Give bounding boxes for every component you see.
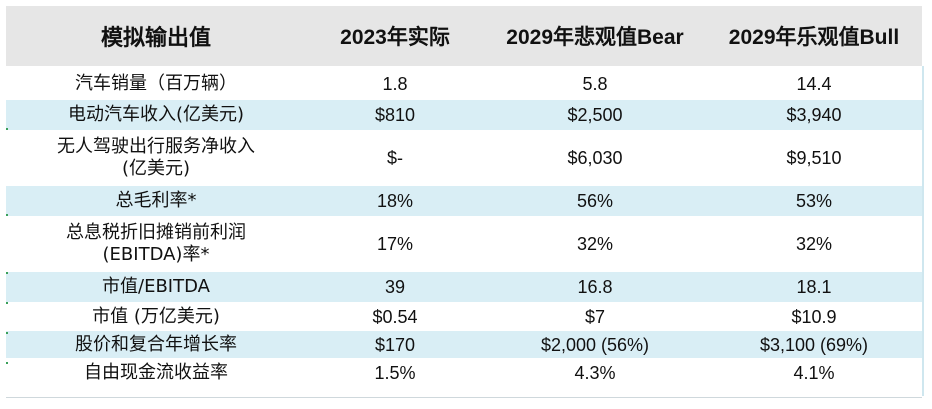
valuation-table: 模拟输出值 2023年实际 2029年悲观值Bear 2029年乐观值Bull … bbox=[6, 6, 922, 387]
cell-marker-icon bbox=[6, 128, 8, 130]
cell-bull: 53% bbox=[706, 185, 922, 217]
cell-2023: $- bbox=[306, 130, 484, 186]
row-label-ebitda-line1: 总息税折旧摊销前利润 bbox=[66, 222, 246, 243]
cell-bear: 56% bbox=[484, 185, 706, 217]
row-label-market-cap: 市值 (万亿美元) bbox=[6, 302, 306, 331]
table-right-edge bbox=[922, 66, 924, 396]
cell-bull: 4.1% bbox=[706, 358, 922, 387]
header-2029-bear: 2029年悲观值Bear bbox=[484, 6, 706, 69]
row-label-robotaxi-line1: 无人驾驶出行服务净收入 bbox=[57, 136, 255, 157]
cell-bull: $10.9 bbox=[706, 302, 922, 331]
table-row: 总息税折旧摊销前利润 (EBITDA)率* 17% 32% 32% bbox=[6, 216, 922, 272]
cell-bull: $3,940 bbox=[706, 99, 922, 131]
valuation-table-container: 模拟输出值 2023年实际 2029年悲观值Bear 2029年乐观值Bull … bbox=[6, 6, 922, 387]
row-label-ev-ebitda: 市值/EBITDA bbox=[6, 271, 306, 303]
cell-bear: 5.8 bbox=[484, 67, 706, 100]
table-row: 电动汽车收入(亿美元) $810 $2,500 $3,940 bbox=[6, 99, 922, 131]
cell-2023: 18% bbox=[306, 185, 484, 217]
cell-marker-icon bbox=[6, 302, 8, 304]
row-label-fcf-yield: 自由现金流收益率 bbox=[6, 358, 306, 387]
table-row: 汽车销量（百万辆） 1.8 5.8 14.4 bbox=[6, 67, 922, 100]
cell-marker-icon bbox=[6, 272, 8, 274]
row-label-share-price-cagr: 股价和复合年增长率 bbox=[6, 330, 306, 359]
row-label-robotaxi-line2: (亿美元) bbox=[121, 158, 191, 179]
row-label-robotaxi-revenue: 无人驾驶出行服务净收入 (亿美元) bbox=[6, 130, 306, 186]
row-label-ebitda-margin: 总息税折旧摊销前利润 (EBITDA)率* bbox=[6, 216, 306, 272]
cell-bull: 18.1 bbox=[706, 271, 922, 303]
row-label-vehicle-sales: 汽车销量（百万辆） bbox=[6, 67, 306, 100]
cell-marker-icon bbox=[6, 332, 8, 334]
table-row: 股价和复合年增长率 $170 $2,000 (56%) $3,100 (69%) bbox=[6, 330, 922, 359]
cell-2023: 1.8 bbox=[306, 67, 484, 100]
table-row: 总毛利率* 18% 56% 53% bbox=[6, 185, 922, 217]
cell-marker-icon bbox=[6, 362, 8, 364]
row-label-ev-revenue: 电动汽车收入(亿美元) bbox=[6, 99, 306, 131]
cell-marker-icon bbox=[6, 214, 8, 216]
table-row: 无人驾驶出行服务净收入 (亿美元) $- $6,030 $9,510 bbox=[6, 130, 922, 186]
cell-2023: $170 bbox=[306, 330, 484, 359]
header-2029-bull: 2029年乐观值Bull bbox=[706, 6, 922, 69]
table-bottom-rule bbox=[6, 397, 922, 398]
cell-bear: 16.8 bbox=[484, 271, 706, 303]
cell-bear: 4.3% bbox=[484, 358, 706, 387]
row-label-ebitda-line2: (EBITDA)率* bbox=[102, 244, 210, 265]
cell-bear: $7 bbox=[484, 302, 706, 331]
cell-bear: $2,000 (56%) bbox=[484, 330, 706, 359]
cell-bull: 32% bbox=[706, 216, 922, 272]
header-2023-actual: 2023年实际 bbox=[306, 6, 484, 69]
table-row: 自由现金流收益率 1.5% 4.3% 4.1% bbox=[6, 358, 922, 387]
header-model-output: 模拟输出值 bbox=[6, 6, 306, 69]
cell-2023: 1.5% bbox=[306, 358, 484, 387]
table-row: 市值/EBITDA 39 16.8 18.1 bbox=[6, 271, 922, 303]
cell-bear: 32% bbox=[484, 216, 706, 272]
cell-bull: 14.4 bbox=[706, 67, 922, 100]
cell-bull: $3,100 (69%) bbox=[706, 330, 922, 359]
cell-2023: 39 bbox=[306, 271, 484, 303]
cell-bull: $9,510 bbox=[706, 130, 922, 186]
table-row: 市值 (万亿美元) $0.54 $7 $10.9 bbox=[6, 302, 922, 331]
table-header-row: 模拟输出值 2023年实际 2029年悲观值Bear 2029年乐观值Bull bbox=[6, 6, 922, 69]
cell-bear: $2,500 bbox=[484, 99, 706, 131]
cell-bear: $6,030 bbox=[484, 130, 706, 186]
cell-2023: $810 bbox=[306, 99, 484, 131]
cell-2023: $0.54 bbox=[306, 302, 484, 331]
row-label-gross-margin: 总毛利率* bbox=[6, 185, 306, 217]
cell-2023: 17% bbox=[306, 216, 484, 272]
